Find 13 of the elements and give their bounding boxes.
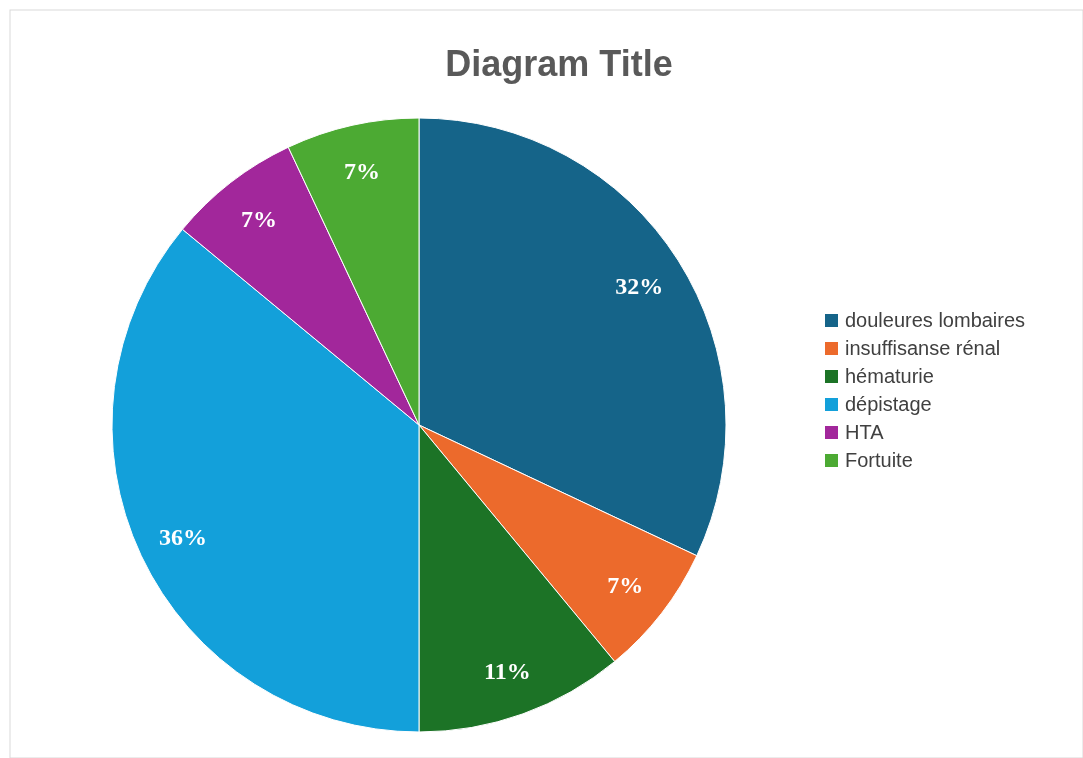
legend-label: HTA bbox=[845, 421, 885, 443]
legend-label: insuffisanse rénal bbox=[845, 337, 1001, 359]
legend-label: dépistage bbox=[845, 393, 932, 415]
data-label: 7% bbox=[241, 206, 278, 233]
legend-label: Fortuite bbox=[845, 449, 913, 471]
data-label: 32% bbox=[615, 272, 664, 299]
data-label: 11% bbox=[484, 657, 531, 684]
legend-label: douleures lombaires bbox=[845, 309, 1026, 331]
data-label: 36% bbox=[158, 523, 207, 550]
chart-title: Diagram Title bbox=[445, 43, 673, 84]
legend-label: hématurie bbox=[845, 365, 934, 387]
data-label: 7% bbox=[607, 572, 644, 599]
data-label: 7% bbox=[344, 157, 381, 184]
